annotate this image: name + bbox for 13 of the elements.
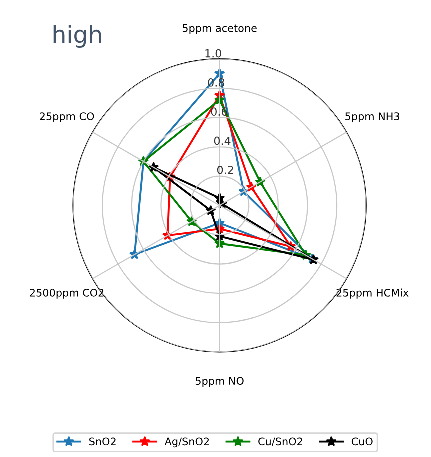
spoke-label: 5ppm NH3 [346, 112, 400, 122]
legend-label: Ag/SnO2 [164, 438, 210, 448]
legend-label: CuO [352, 438, 373, 446]
spoke-label: 5ppm NO [196, 377, 244, 388]
text: high [54, 25, 102, 48]
spoke-label: 25ppm CO [40, 112, 94, 122]
spoke-label: 25ppm HCMix [336, 288, 409, 299]
legend-label: Cu/SnO2 [258, 438, 302, 446]
y-tick-label: 0.4 [214, 136, 231, 146]
legend-label: SnO2 [90, 438, 116, 446]
spoke-label: 5ppm acetone [182, 24, 257, 34]
y-tick-label: 0.2 [217, 166, 234, 174]
y-tick-label: 1.0 [206, 49, 222, 58]
